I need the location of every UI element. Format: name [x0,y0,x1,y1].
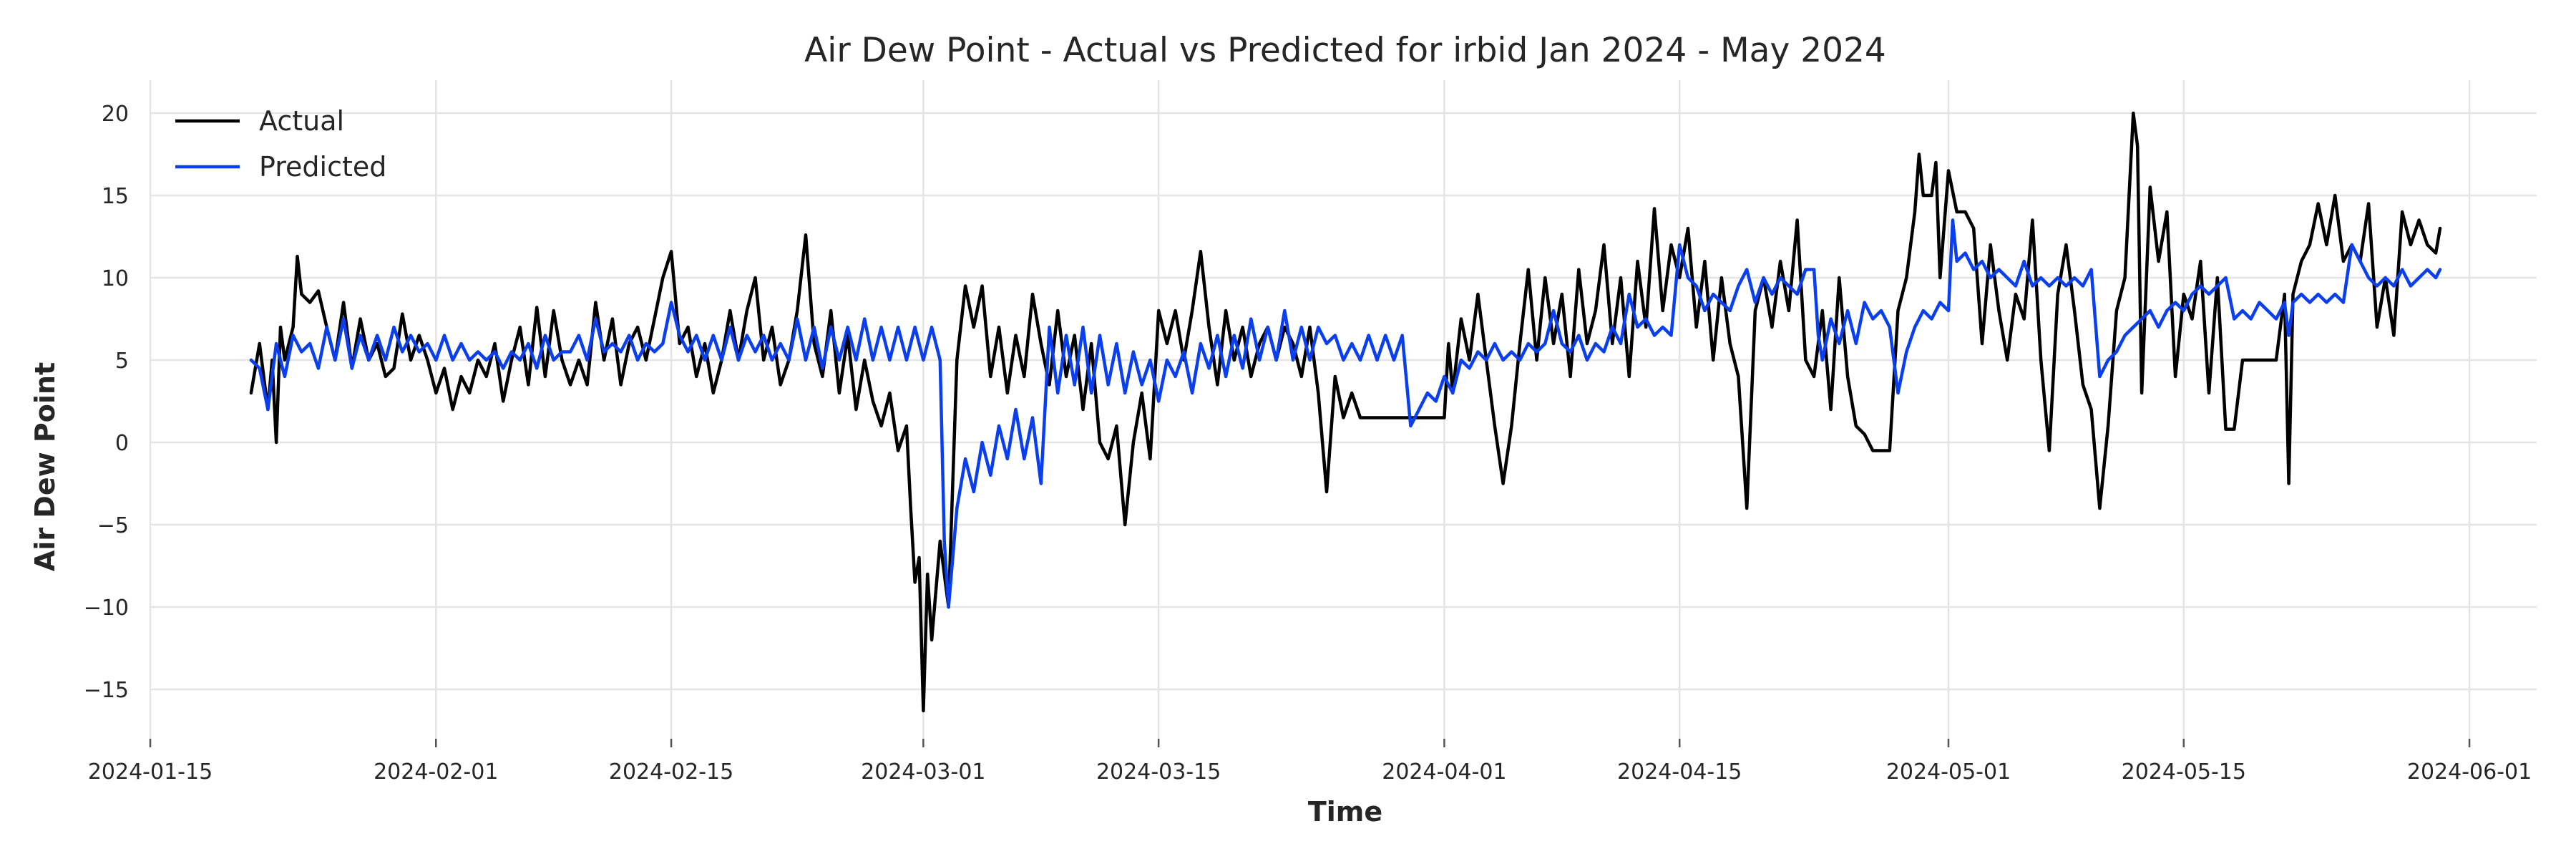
y-tick-label: 10 [102,266,129,291]
series-line-predicted [249,218,2442,609]
y-tick-label: 20 [102,102,129,127]
x-tick-label: 2024-05-01 [1886,759,2011,785]
grid [149,80,2537,739]
chart-title: Air Dew Point - Actual vs Predicted for … [804,31,1886,70]
series-line-actual [249,111,2442,713]
tick-labels: 2024-01-15 2024-02-01 2024-02-15 2024-03-01… [84,102,2532,785]
x-tick-label: 2024-03-15 [1096,759,1221,785]
y-tick-label: 5 [115,349,129,374]
legend-label-actual: Actual [259,105,344,137]
y-tick-label: −15 [84,678,129,703]
y-tick-label: 15 [102,184,129,209]
series-layer [249,111,2442,713]
y-tick-label: 0 [115,431,129,456]
legend: Actual Predicted [175,105,386,183]
x-tick-label: 2024-05-15 [2122,759,2246,785]
x-tick-label: 2024-01-15 [88,759,213,785]
legend-label-predicted: Predicted [259,151,386,183]
x-tick-label: 2024-03-01 [861,759,985,785]
x-tick-label: 2024-04-01 [1382,759,1506,785]
x-tick-label: 2024-04-15 [1617,759,1742,785]
x-tick-label: 2024-02-15 [609,759,733,785]
x-axis-label: Time [1308,796,1382,828]
y-tick-label: −10 [84,596,129,621]
x-tick-label: 2024-02-01 [374,759,498,785]
y-tick-label: −5 [97,513,129,538]
x-tick-label: 2024-06-01 [2407,759,2532,785]
y-axis-label: Air Dew Point [29,362,61,571]
